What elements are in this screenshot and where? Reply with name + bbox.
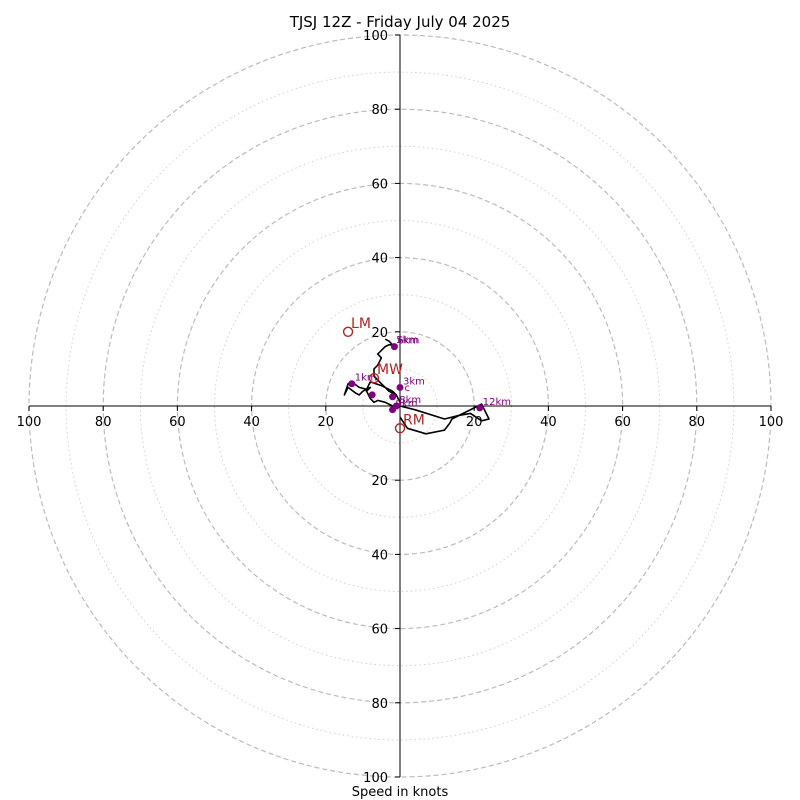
y-tick-label: 100 [363, 771, 388, 786]
y-tick-label: 80 [371, 103, 388, 118]
height-point [390, 343, 398, 351]
height-point [368, 391, 376, 399]
height-point-label: 3km [403, 376, 425, 387]
y-tick-label: 20 [371, 474, 388, 489]
y-tick-label: 100 [363, 29, 388, 44]
y-tick-label: 60 [371, 623, 388, 638]
motion-marker [368, 372, 380, 384]
height-point-label: 6km [397, 336, 419, 347]
height-point [348, 380, 356, 388]
x-tick-label: 20 [466, 415, 483, 430]
y-tick-label: 80 [371, 697, 388, 712]
chart-title: TJSJ 12Z - Friday July 04 2025 [289, 13, 511, 31]
height-point-label: 1km [355, 373, 377, 384]
height-point [389, 393, 397, 401]
x-tick-label: 60 [614, 415, 631, 430]
y-tick-label: 40 [371, 252, 388, 267]
x-tick-label: 80 [689, 415, 706, 430]
height-extra-label: c [404, 383, 410, 394]
height-point [396, 383, 404, 391]
motion-marker-label: MW [377, 362, 403, 378]
motion-marker [394, 423, 406, 434]
height-point [389, 406, 397, 414]
height-extra-label: 5km [396, 335, 418, 346]
height-point [476, 404, 484, 412]
motion-marker-label: RM [403, 412, 425, 428]
height-point-label: 9km [396, 399, 418, 410]
motion-marker-label: LM [351, 316, 371, 332]
x-tick-label: 40 [243, 415, 260, 430]
x-axis-label: Speed in knots [352, 785, 449, 800]
x-tick-label: 20 [318, 415, 335, 430]
storm-motion-markers: LM MW RM [342, 316, 425, 434]
x-tick-label: 80 [95, 415, 112, 430]
x-tick-label: 60 [169, 415, 186, 430]
x-tick-label: 40 [540, 415, 557, 430]
height-point-label: 12km [483, 397, 511, 408]
y-tick-label: 20 [371, 326, 388, 341]
y-tick-label: 60 [371, 177, 388, 192]
y-tick-label: 40 [371, 548, 388, 563]
height-point-label: 8km [399, 395, 421, 406]
x-tick-label: 100 [17, 415, 42, 430]
hodograph-trace [343, 338, 490, 435]
x-tick-label: 100 [759, 415, 784, 430]
motion-marker [342, 326, 354, 337]
hodograph-trace-group [343, 338, 490, 435]
